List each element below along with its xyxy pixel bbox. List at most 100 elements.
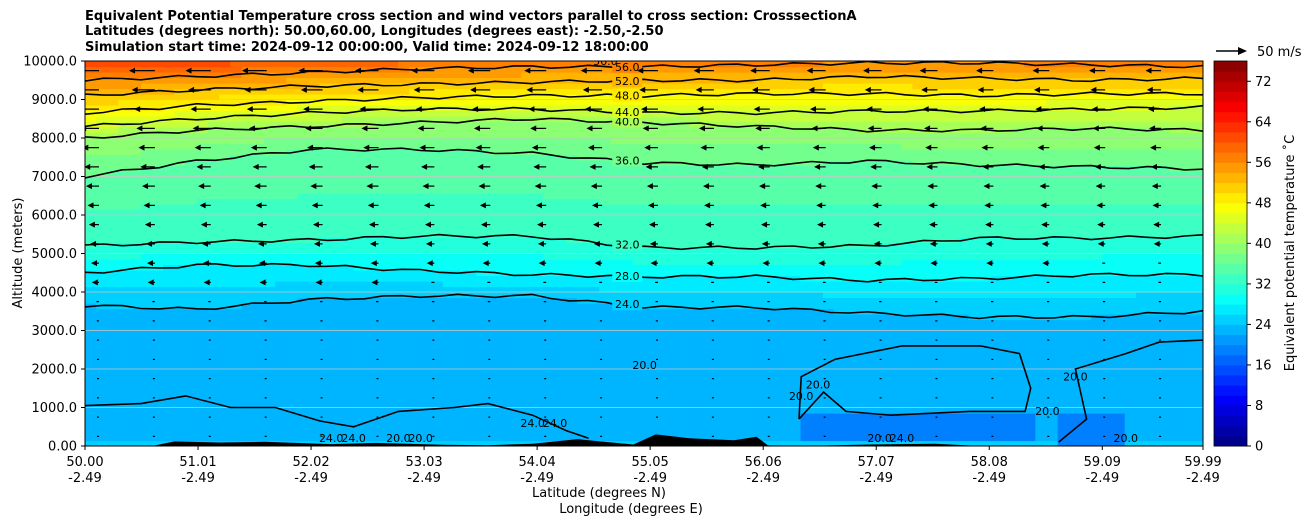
field-cell	[711, 248, 723, 255]
field-cell	[722, 253, 735, 260]
field-cell	[498, 88, 511, 95]
field-cell	[856, 275, 869, 282]
field-cell	[353, 138, 366, 145]
field-cell	[644, 204, 656, 211]
field-cell	[576, 358, 589, 365]
field-cell	[319, 94, 332, 101]
field-cell	[230, 297, 243, 304]
field-cell	[107, 182, 120, 189]
field-cell	[129, 127, 142, 134]
field-cell	[252, 187, 265, 194]
field-cell	[185, 253, 198, 260]
field-cell	[644, 110, 656, 117]
field-cell	[263, 424, 276, 431]
field-cell	[476, 121, 489, 128]
field-cell	[822, 341, 835, 348]
field-cell	[856, 264, 869, 271]
field-cell	[588, 264, 600, 271]
field-cell	[699, 275, 712, 282]
field-cell	[644, 336, 656, 343]
field-cell	[509, 336, 522, 343]
field-cell	[409, 220, 421, 227]
field-cell	[498, 275, 511, 282]
field-cell	[375, 198, 388, 205]
field-cell	[398, 314, 410, 321]
field-cell	[565, 347, 578, 354]
field-cell	[96, 226, 108, 233]
field-cell	[599, 220, 612, 227]
field-cell	[219, 231, 231, 238]
field-cell	[867, 231, 880, 238]
field-cell	[420, 314, 433, 321]
field-cell	[342, 171, 354, 178]
field-cell	[588, 286, 600, 293]
field-cell	[319, 193, 332, 200]
field-cell	[230, 209, 243, 216]
field-cell	[845, 308, 858, 315]
field-cell	[330, 165, 343, 172]
field-cell	[621, 220, 634, 227]
field-cell	[655, 94, 667, 101]
field-cell	[275, 369, 287, 376]
field-cell	[442, 424, 455, 431]
field-cell	[755, 424, 768, 431]
field-cell	[554, 270, 567, 277]
field-cell	[733, 149, 746, 156]
field-cell	[241, 204, 254, 211]
field-cell	[677, 187, 690, 194]
field-cell	[330, 99, 343, 106]
field-cell	[230, 187, 243, 194]
field-cell	[196, 165, 209, 172]
field-cell	[554, 259, 567, 266]
field-cell	[699, 418, 712, 425]
field-cell	[644, 149, 656, 156]
field-cell	[297, 363, 310, 370]
field-cell	[152, 83, 164, 90]
field-cell	[140, 121, 153, 128]
field-cell	[207, 198, 220, 205]
field-cell	[867, 319, 880, 326]
field-cell	[263, 259, 276, 266]
field-cell	[308, 61, 321, 68]
field-cell	[822, 374, 835, 381]
field-cell	[375, 402, 388, 409]
field-cell	[878, 325, 891, 332]
field-cell	[476, 407, 489, 414]
field-cell	[632, 99, 645, 106]
field-cell	[386, 413, 399, 420]
field-cell	[342, 160, 354, 167]
field-cell	[219, 77, 231, 84]
field-cell	[275, 407, 287, 414]
field-cell	[375, 259, 388, 266]
field-cell	[845, 105, 858, 112]
field-cell	[420, 193, 433, 200]
field-cell	[487, 171, 500, 178]
field-cell	[766, 132, 779, 139]
field-cell	[778, 380, 790, 387]
field-cell	[185, 154, 198, 161]
field-cell	[174, 149, 187, 156]
field-cell	[152, 347, 164, 354]
field-cell	[834, 325, 846, 332]
field-cell	[252, 341, 265, 348]
field-cell	[632, 209, 645, 216]
field-cell	[386, 160, 399, 167]
field-cell	[375, 429, 388, 436]
field-cell	[856, 440, 869, 446]
field-cell	[644, 407, 656, 414]
field-cell	[129, 83, 142, 90]
field-cell	[219, 407, 231, 414]
field-cell	[465, 429, 477, 436]
field-cell	[207, 220, 220, 227]
field-cell	[96, 99, 108, 106]
field-cell	[576, 325, 589, 332]
field-cell	[140, 369, 153, 376]
field-cell	[856, 132, 869, 139]
field-cell	[453, 429, 466, 436]
field-cell	[755, 286, 768, 293]
field-cell	[521, 429, 533, 436]
field-cell	[845, 303, 858, 310]
field-cell	[476, 176, 489, 183]
field-cell	[789, 413, 802, 420]
field-cell	[252, 286, 265, 293]
